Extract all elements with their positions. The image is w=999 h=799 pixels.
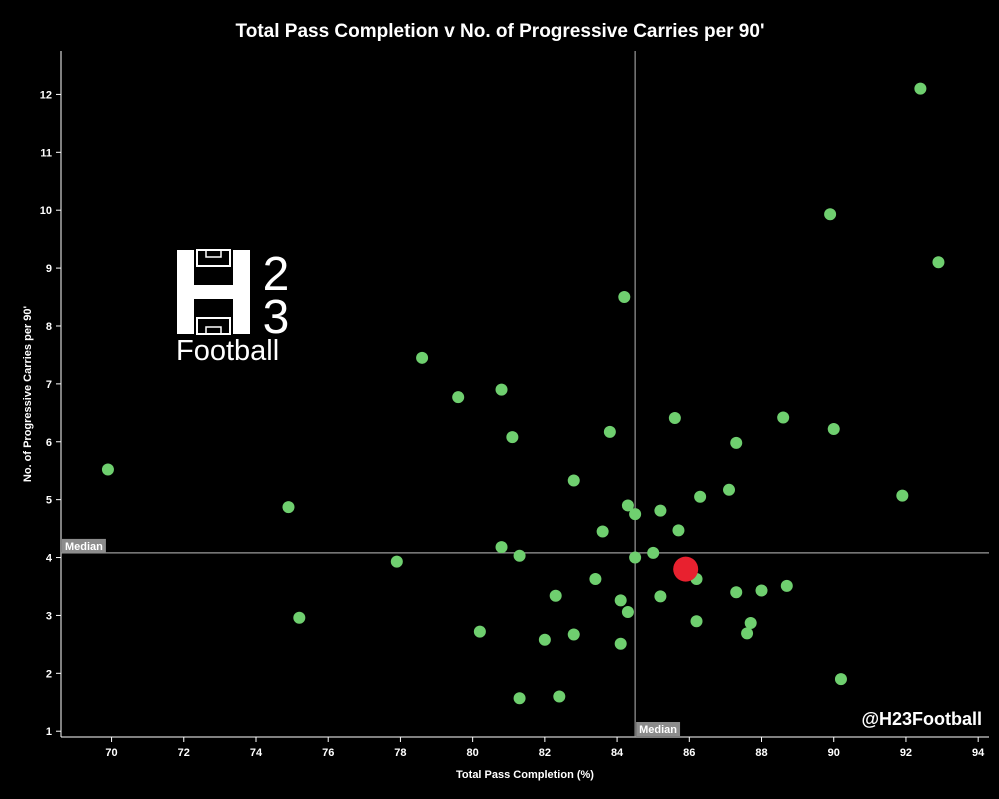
player-point xyxy=(416,351,429,364)
x-tick-label: 94 xyxy=(972,747,985,759)
player-point xyxy=(495,383,508,396)
player-point xyxy=(694,490,707,503)
player-point xyxy=(513,692,526,705)
y-tick-label: 7 xyxy=(46,379,52,391)
y-tick-label: 8 xyxy=(46,321,52,333)
y-tick-label: 2 xyxy=(46,668,52,680)
x-tick-label: 82 xyxy=(539,747,551,759)
player-point xyxy=(730,436,743,449)
player-point xyxy=(896,489,909,502)
y-tick-label: 6 xyxy=(46,437,52,449)
y-tick-label: 3 xyxy=(46,610,52,622)
logo-h-crossbar xyxy=(194,285,233,299)
x-tick-label: 70 xyxy=(105,747,117,759)
logo-word: Football xyxy=(176,335,279,367)
logo-number-bottom: 3 xyxy=(263,291,290,344)
player-point xyxy=(567,628,580,641)
logo-pitch-top-icon xyxy=(196,249,231,267)
player-point xyxy=(827,423,840,436)
logo-pitch-bottom-icon xyxy=(196,317,231,335)
player-point xyxy=(629,551,642,564)
x-axis-label: Total Pass Completion (%) xyxy=(456,769,594,781)
player-point xyxy=(824,208,837,221)
player-point xyxy=(654,590,667,603)
x-tick-label: 92 xyxy=(900,747,912,759)
highlight-player-point xyxy=(673,556,699,582)
player-point xyxy=(282,501,295,514)
axes: 70 72 74 76 78 80 82 84 86 88 90 92 9412345678910111… xyxy=(40,51,989,759)
x-tick-label: 80 xyxy=(467,747,479,759)
median-x-label-text: Median xyxy=(639,724,677,736)
y-tick-label: 5 xyxy=(46,495,52,507)
y-tick-label: 11 xyxy=(40,147,52,159)
player-point xyxy=(621,499,634,512)
median-y-label-text: Median xyxy=(65,541,103,553)
player-point xyxy=(629,508,642,521)
player-point xyxy=(549,589,562,602)
x-tick-label: 76 xyxy=(322,747,334,759)
player-point xyxy=(495,541,508,554)
logo-number-top: 2 xyxy=(263,248,290,301)
player-point xyxy=(513,549,526,562)
y-axis-label: No. of Progressive Carries per 90' xyxy=(22,305,34,482)
y-tick-label: 1 xyxy=(46,726,52,738)
player-point xyxy=(723,483,736,496)
x-tick-label: 88 xyxy=(755,747,767,759)
median-lines xyxy=(61,51,989,737)
x-tick-label: 72 xyxy=(178,747,190,759)
watermark-handle: @H23Football xyxy=(861,709,982,729)
median-y-label: Median xyxy=(62,538,106,553)
logo-h-right-bar xyxy=(233,250,250,334)
player-point xyxy=(390,555,403,568)
player-point xyxy=(596,525,609,538)
player-point xyxy=(647,546,660,559)
x-tick-label: 86 xyxy=(683,747,695,759)
x-tick-label: 90 xyxy=(828,747,840,759)
player-point xyxy=(780,579,793,592)
x-tick-label: 74 xyxy=(250,747,263,759)
y-tick-label: 9 xyxy=(46,263,52,275)
logo-h-left-bar xyxy=(177,250,194,334)
player-point xyxy=(618,291,631,304)
player-point xyxy=(914,82,927,95)
player-point xyxy=(538,633,551,646)
y-tick-label: 12 xyxy=(40,89,52,101)
y-tick-label: 10 xyxy=(40,205,52,217)
player-point xyxy=(834,673,847,686)
player-point xyxy=(506,431,519,444)
data-points xyxy=(101,82,945,705)
player-point xyxy=(101,463,114,476)
median-labels: Median Median xyxy=(62,538,681,736)
player-point xyxy=(473,625,486,638)
player-point xyxy=(654,504,667,517)
median-y-label-bg xyxy=(62,538,106,553)
median-x-label-bg xyxy=(636,722,681,736)
player-point xyxy=(614,594,627,607)
player-point xyxy=(553,690,566,703)
y-tick-label: 4 xyxy=(46,553,53,565)
median-x-label: Median xyxy=(636,722,681,736)
player-point xyxy=(668,412,681,425)
player-point xyxy=(589,572,602,585)
player-point xyxy=(730,586,743,599)
player-point xyxy=(755,584,768,597)
player-point xyxy=(744,616,757,629)
chart-title: Total Pass Completion v No. of Progressi… xyxy=(236,21,765,42)
player-point xyxy=(614,637,627,650)
player-point xyxy=(741,627,754,640)
h23-football-logo: 2 3 Football xyxy=(176,248,289,367)
player-point xyxy=(777,411,790,424)
player-point xyxy=(452,391,465,404)
x-tick-label: 78 xyxy=(394,747,406,759)
x-tick-label: 84 xyxy=(611,747,624,759)
player-point xyxy=(690,615,703,628)
player-point xyxy=(672,524,685,537)
player-point xyxy=(932,256,945,269)
player-point xyxy=(293,611,306,624)
player-point xyxy=(567,474,580,487)
player-point xyxy=(603,425,616,438)
player-point xyxy=(621,605,634,618)
